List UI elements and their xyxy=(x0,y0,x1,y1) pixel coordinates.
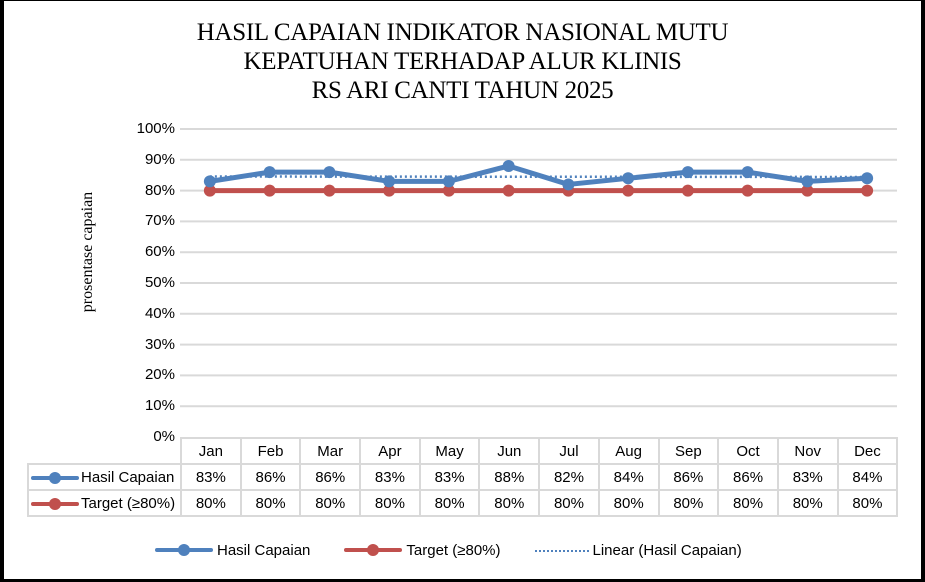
y-tick-label: 40% xyxy=(144,304,175,322)
table-cell: 86% xyxy=(657,463,720,491)
table-cell: 88% xyxy=(478,463,541,491)
legend-item-linear: Linear (Hasil Capaian) xyxy=(534,541,742,559)
table-header-cell: Dec xyxy=(836,437,899,465)
table-cell: 83% xyxy=(776,463,839,491)
data-point-marker xyxy=(861,184,874,197)
table-header-cell: Sep xyxy=(657,437,720,465)
y-tick-label: 20% xyxy=(144,366,175,384)
data-point-marker xyxy=(741,166,754,179)
table-cell: 80% xyxy=(538,489,600,517)
table-cell: 80% xyxy=(180,489,242,517)
data-point-marker xyxy=(502,184,515,197)
table-cell: 86% xyxy=(717,463,779,491)
table-cell: 86% xyxy=(299,463,362,491)
legend-label-hasil-capaian: Hasil Capaian xyxy=(217,541,311,559)
table-row: Target (≥80%) 80% 80% 80% 80% 80% 80% 80% 80% 80%… xyxy=(27,489,899,517)
legend-key-linear-icon xyxy=(534,544,589,556)
data-point-marker xyxy=(203,184,216,197)
data-point-marker xyxy=(741,184,754,197)
y-tick-label: 30% xyxy=(144,335,175,353)
table-cell: 80% xyxy=(597,489,660,517)
table-cell: 80% xyxy=(776,489,839,517)
data-point-marker xyxy=(681,166,694,179)
table-header-cell: Jan xyxy=(180,437,242,465)
table-cell: 80% xyxy=(836,489,899,517)
table-cell: 80% xyxy=(418,489,481,517)
data-point-marker xyxy=(622,184,635,197)
series-key-icon xyxy=(31,497,79,510)
table-cell: 84% xyxy=(597,463,660,491)
chart-title-line-1: HASIL CAPAIAN INDIKATOR NASIONAL MUTU xyxy=(196,19,729,46)
table-header-cell: Feb xyxy=(239,437,302,465)
data-point-marker xyxy=(801,175,814,188)
table-cell: 80% xyxy=(299,489,362,517)
table-cell: 80% xyxy=(478,489,541,517)
table-header-cell: Nov xyxy=(776,437,839,465)
y-tick-label: 50% xyxy=(144,274,175,291)
legend-key-hasil-capaian-icon xyxy=(155,544,213,556)
table-row-label: Target (≥80%) xyxy=(27,489,182,517)
series-lines xyxy=(203,159,874,197)
legend-key-target-icon xyxy=(344,544,403,556)
series-key-icon xyxy=(31,471,79,484)
chart-title-line-3: RS ARI CANTI TAHUN 2025 xyxy=(311,77,614,104)
data-point-marker xyxy=(622,172,635,185)
table-cell: 82% xyxy=(538,463,600,491)
table-header-cell: Mar xyxy=(299,437,362,465)
data-point-marker xyxy=(861,172,874,185)
data-point-marker xyxy=(203,175,216,188)
data-point-marker xyxy=(323,184,336,197)
table-header-cell: May xyxy=(418,437,481,465)
legend-item-target: Target (≥80%) xyxy=(344,541,501,559)
data-point-marker xyxy=(383,184,396,197)
y-tick-label: 80% xyxy=(144,181,175,199)
y-tick-label: 60% xyxy=(144,243,175,261)
table-header-cell: Jul xyxy=(538,437,600,465)
table-cell: 83% xyxy=(418,463,481,491)
table-corner xyxy=(28,438,182,465)
legend-label-linear: Linear (Hasil Capaian) xyxy=(592,541,742,559)
legend-item-hasil-capaian: Hasil Capaian xyxy=(155,542,310,559)
data-point-marker xyxy=(442,175,455,188)
chart-title: HASIL CAPAIAN INDIKATOR NASIONAL MUTU KE… xyxy=(0,18,925,105)
y-tick-label: 90% xyxy=(144,150,175,168)
data-point-marker xyxy=(801,184,814,197)
data-point-marker xyxy=(263,184,276,197)
table-cell: 84% xyxy=(836,463,899,491)
table-cell: 80% xyxy=(657,489,720,517)
data-table: Jan Feb Mar Apr May Jun Jul Aug Sep Oct Nov Dec Hasi… xyxy=(27,437,899,517)
y-tick-label: 70% xyxy=(144,212,175,230)
data-point-marker xyxy=(323,166,336,179)
legend: Hasil Capaian Target (≥80%) Linear (Hasi… xyxy=(155,540,776,560)
y-tick-label: 10% xyxy=(144,397,175,415)
table-row: Hasil Capaian 83% 86% 86% 83% 83% 88% 82% 84% 86%… xyxy=(27,463,899,491)
table-cell: 80% xyxy=(239,489,302,517)
table-header-cell: Jun xyxy=(478,437,541,465)
data-point-marker xyxy=(502,159,515,172)
chart-title-line-2: KEPATUHAN TERHADAP ALUR KLINIS xyxy=(243,48,682,75)
table-cell: 80% xyxy=(717,489,779,517)
data-point-marker xyxy=(681,184,694,197)
table-cell: 83% xyxy=(180,463,242,491)
table-cell: 86% xyxy=(239,463,302,491)
y-tick-label: 100% xyxy=(136,120,175,137)
table-cell: 80% xyxy=(359,489,421,517)
data-point-marker xyxy=(383,175,396,188)
legend-label-target: Target (≥80%) xyxy=(406,541,501,559)
table-header-cell: Oct xyxy=(717,437,779,465)
table-row-label: Hasil Capaian xyxy=(27,463,182,491)
table-cell: 83% xyxy=(359,463,421,491)
gridlines xyxy=(180,128,897,408)
table-header-cell: Aug xyxy=(597,437,660,465)
table-header-cell: Apr xyxy=(359,437,421,465)
data-point-marker xyxy=(442,184,455,197)
data-point-marker xyxy=(562,178,575,191)
data-point-marker xyxy=(263,166,276,179)
series-line xyxy=(209,163,868,187)
